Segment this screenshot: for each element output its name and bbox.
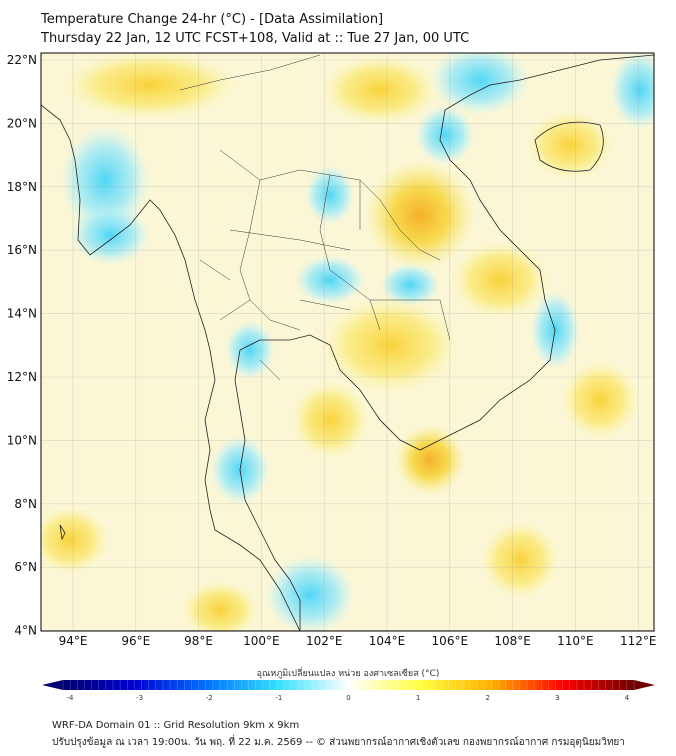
map-frame <box>40 52 655 632</box>
lat-label: 8°N <box>14 497 37 511</box>
map-subtitle: Thursday 22 Jan, 12 UTC FCST+108, Valid … <box>41 31 470 46</box>
coastline <box>41 54 654 631</box>
lon-label: 102°E <box>306 634 343 648</box>
lat-label: 10°N <box>7 433 37 447</box>
colorbar-tick: 3 <box>555 694 559 702</box>
lat-label: 16°N <box>7 243 37 257</box>
colorbar-tick: -2 <box>206 694 213 702</box>
colorbar-tick: -4 <box>67 694 75 702</box>
lon-label: 108°E <box>494 634 531 648</box>
lat-label: 14°N <box>7 307 37 321</box>
lat-label: 18°N <box>7 180 37 194</box>
lat-label: 22°N <box>7 53 37 67</box>
lon-label: 94°E <box>59 634 88 648</box>
lon-label: 110°E <box>557 634 594 648</box>
colorbar-label: อุณหภูมิเปลี่ยนแปลง หน่วย องศาเซลเซียส (… <box>257 666 440 679</box>
lon-label: 112°E <box>620 634 657 648</box>
province-borders <box>179 54 451 381</box>
lat-label: 6°N <box>14 560 37 574</box>
colorbar-scale <box>63 680 634 690</box>
colorbar: อุณหภูมิเปลี่ยนแปลง หน่วย องศาเซลเซียส (… <box>42 666 655 702</box>
footer-model-info: WRF-DA Domain 01 :: Grid Resolution 9km … <box>52 720 300 731</box>
colorbar-tick: 0 <box>346 694 350 702</box>
colorbar-min-arrow <box>42 680 63 690</box>
lat-label: 20°N <box>7 116 37 130</box>
lon-label: 96°E <box>121 634 150 648</box>
map-title: Temperature Change 24-hr (°C) - [Data As… <box>41 12 384 27</box>
lat-label: 12°N <box>7 370 37 384</box>
colorbar-max-arrow <box>634 680 655 690</box>
map-field <box>41 53 654 631</box>
lon-label: 98°E <box>184 634 213 648</box>
colorbar-tick: -1 <box>275 694 282 702</box>
footer-credit: ปรับปรุงข้อมูล ณ เวลา 19:00น. วัน พฤ. ที… <box>52 737 625 748</box>
colorbar-tick: -3 <box>136 694 143 702</box>
lon-label: 100°E <box>243 634 280 648</box>
colorbar-tick: 4 <box>625 694 630 702</box>
colorbar-tick: 2 <box>486 694 490 702</box>
lon-label: 104°E <box>369 634 406 648</box>
lat-label: 4°N <box>14 624 37 638</box>
colorbar-tick: 1 <box>416 694 420 702</box>
lon-label: 106°E <box>432 634 469 648</box>
